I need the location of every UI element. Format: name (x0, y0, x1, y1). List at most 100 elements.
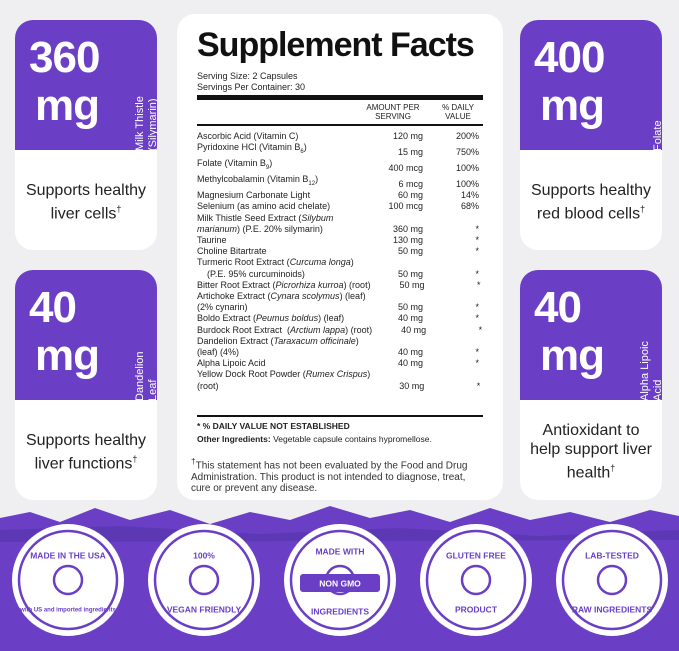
name-text: Dandelion Extract ( (197, 335, 274, 346)
thin-rule (197, 415, 483, 417)
row-name: Pyridoxine HCl (Vitamin B6) (197, 142, 369, 158)
facts-row: Taurine 130 mg * (197, 235, 483, 246)
ingredient-line: Folate (652, 120, 662, 151)
facts-row: Pyridoxine HCl (Vitamin B6) 15 mg 750% (197, 142, 483, 158)
row-amount: 40 mg (397, 313, 423, 324)
badge-text: with US and imported ingredients (19, 608, 116, 614)
row-dv: 200% (455, 131, 479, 141)
facts-row: Selenium (as amino acid chelate) 100 mcg 6… (197, 201, 483, 212)
name-line: Pyridoxine HCl (Vitamin B6) (197, 142, 369, 158)
row-name: Folate (Vitamin B9) (197, 158, 369, 174)
badge-text: VEGAN FRIENDLY (167, 604, 242, 614)
card-unit: mg (35, 81, 100, 130)
badge-text: 100% (193, 550, 215, 560)
card-header: 40 mg Dandelion Leaf (15, 270, 157, 401)
ingredient-line: Milk Thistle (134, 96, 146, 151)
benefit-text: health (566, 464, 611, 482)
row-name: Methylcobalamin (Vitamin B12) (197, 174, 369, 190)
other-ingredients: Other Ingredients: Vegetable capsule con… (197, 434, 432, 444)
name-line: (2% cynarin) (197, 302, 369, 313)
name-latin: Curcuma longa (289, 257, 351, 268)
name-latin: Arctium lappa (290, 324, 346, 335)
supplement-facts-panel: Supplement Facts Serving Size: 2 Capsule… (177, 14, 503, 500)
ingredient-line: Alpha Lipoic (639, 341, 651, 401)
name-text: Burdock Root Extract ( (197, 324, 291, 335)
serving-size: Serving Size: 2 Capsules (197, 71, 298, 81)
row-name: Yellow Dock Root Powder (Rumex Crispus)(… (197, 369, 370, 391)
ingredient-line: Acid (652, 379, 662, 401)
benefit-line: liver functions† (35, 450, 138, 473)
benefit-text: Supports healthy (25, 181, 147, 199)
badge-circle (556, 524, 668, 636)
benefit-text: liver cells (50, 205, 117, 223)
row-amount: 50 mg (397, 302, 423, 313)
badge-ring (153, 529, 255, 631)
row-amount: 50 mg (399, 279, 425, 290)
name-line: Dandelion Extract (Taraxacum officinale) (197, 336, 369, 347)
badge-text: RAW INGREDIENTS (572, 604, 653, 614)
name-text: ) (350, 257, 354, 268)
name-latin: Rumex Crispus (305, 369, 368, 380)
row-dv: * (475, 246, 479, 257)
badge-text: INGREDIENTS (311, 606, 369, 616)
badge-text: LAB-TESTED (585, 550, 639, 560)
name-line: Boldo Extract (Peumus boldus) (leaf) (197, 313, 369, 324)
name-text: Ascorbic Acid (Vitamin C) (197, 131, 299, 141)
card-amount: 40 (534, 283, 582, 332)
card-benefit: Supports healthy liver cells† (15, 162, 157, 242)
badge-ring (425, 529, 527, 631)
row-dv: * (475, 302, 479, 313)
card-header: 40 mg Alpha Lipoic Acid (520, 270, 662, 401)
benefit-card: 40 mg Dandelion Leaf Supports healthy liver f… (15, 270, 157, 500)
facts-title: Supplement Facts (197, 26, 475, 64)
name-text: ) (315, 174, 319, 185)
name-text: Folate (Vitamin B (197, 158, 266, 169)
other-text: Vegetable capsule contains hypromellose. (273, 434, 432, 444)
row-name: Bitter Root Extract (Picrorhiza kurroa) … (197, 280, 371, 291)
disclaimer-text: This statement has not been evaluated by… (191, 460, 468, 495)
name-line: Selenium (as amino acid chelate) (197, 201, 369, 212)
name-line: Methylcobalamin (Vitamin B12) (197, 174, 369, 190)
row-name: Selenium (as amino acid chelate) (197, 201, 369, 212)
name-text: ) (367, 369, 371, 380)
benefit-line: liver cells† (51, 200, 122, 223)
benefit-card: 400 mg Folate Supports healthy red blood cel… (520, 20, 662, 250)
header-line: % DAILY (442, 103, 474, 112)
name-text: ) (root) (345, 324, 373, 335)
badge-icon (460, 564, 492, 596)
row-name: Taurine (197, 235, 369, 246)
row-amount: 120 mg (392, 131, 423, 141)
row-name: Turmeric Root Extract (Curcuma longa) (P… (197, 257, 369, 279)
benefit-line: Supports healthy (26, 181, 146, 200)
name-text: Bitter Root Extract ( (197, 279, 276, 290)
name-text: Methylcobalamin (Vitamin B (197, 174, 309, 185)
name-latin: Taraxacum officinale (273, 335, 356, 346)
name-text: Pyridoxine HCl (Vitamin B (197, 142, 301, 153)
row-dv: * (475, 223, 479, 234)
row-dv: * (475, 358, 479, 369)
name-line: Taurine (197, 235, 369, 246)
name-text: ) (leaf) (339, 291, 366, 302)
facts-row: Burdock Root Extract (Arctium lappa) (ro… (197, 325, 483, 336)
name-text: Artichoke Extract ( (197, 291, 271, 302)
row-amount: 360 mg (392, 223, 423, 234)
facts-rows: Ascorbic Acid (Vitamin C) 120 mg 200% Pyrid… (197, 131, 483, 392)
ingredient-line: Dandelion (134, 351, 146, 401)
facts-row: Choline Bitartrate 50 mg * (197, 246, 483, 257)
card-header: 400 mg Folate (520, 20, 662, 151)
name-subscript: 9 (265, 165, 270, 171)
row-amount: 40 mg (401, 324, 427, 335)
card-header: 360 mg Milk Thistle (Silymarin) (15, 20, 157, 151)
name-line: Burdock Root Extract (Arctium lappa) (ro… (197, 325, 372, 336)
card-amount: 360 (29, 33, 100, 82)
benefit-line: Supports healthy (26, 431, 146, 450)
row-name: Boldo Extract (Peumus boldus) (leaf) (197, 313, 369, 324)
name-line: Alpha Lipoic Acid (197, 358, 369, 369)
thin-rule (197, 124, 483, 126)
row-dv: 100% (455, 163, 479, 173)
facts-row: Boldo Extract (Peumus boldus) (leaf) 40 m… (197, 313, 483, 324)
thick-rule (197, 95, 483, 100)
row-amount: 50 mg (397, 246, 423, 257)
benefit-line: Antioxidant to (543, 421, 640, 440)
benefit-line: help support liver (530, 440, 652, 459)
